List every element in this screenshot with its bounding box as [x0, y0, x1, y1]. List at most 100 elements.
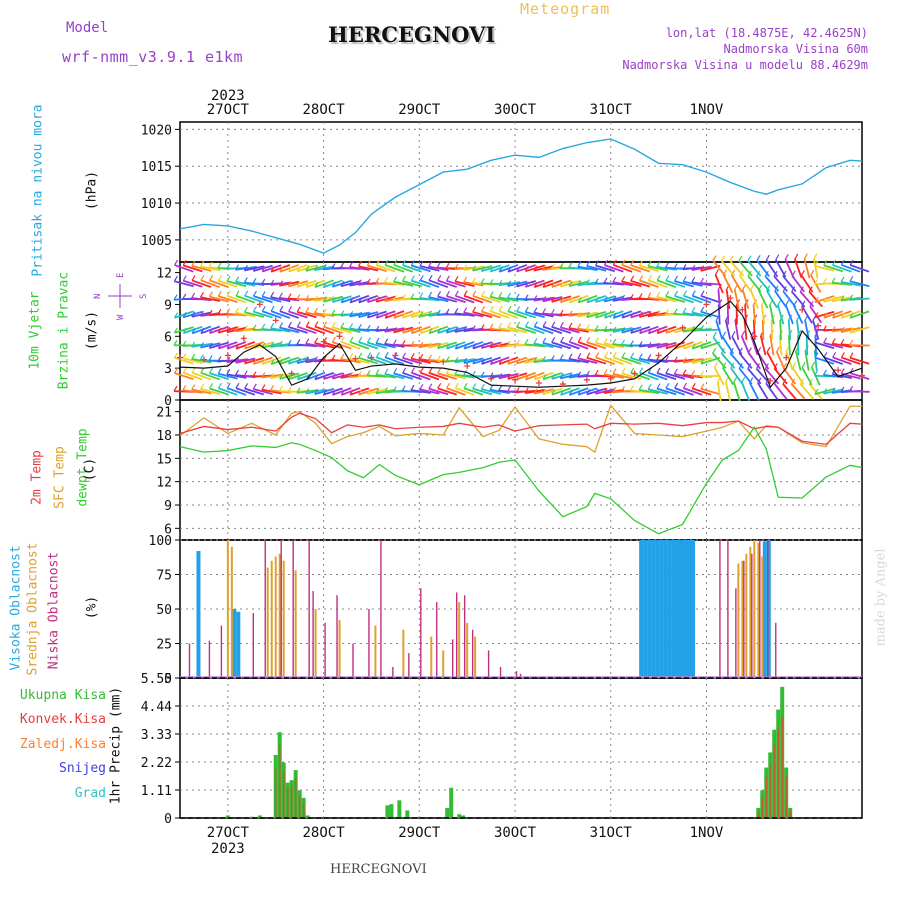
panel-frame-2 — [179, 399, 863, 541]
wind-barb — [437, 325, 458, 334]
wind-barb — [270, 264, 291, 273]
wind-barb-flag — [358, 311, 363, 318]
wind-barb-flag — [366, 337, 371, 343]
wind-barb — [183, 371, 203, 381]
wind-barb-flag — [656, 261, 661, 268]
wind-barb-flag — [463, 357, 468, 364]
wind-barb-flag — [831, 296, 836, 302]
wind-barb-flag — [261, 372, 266, 378]
wind-barb-flag — [722, 269, 728, 276]
wind-barb-flag — [700, 290, 705, 297]
wind-barb — [551, 295, 572, 303]
wind-barb — [639, 371, 659, 381]
date-label-bottom: 28OCT — [303, 825, 346, 841]
wind-barb-flag — [595, 260, 600, 266]
wind-barb — [586, 341, 607, 350]
precip-total-bar — [764, 767, 769, 818]
meteogram-label: Meteogram — [520, 0, 611, 18]
wind-barb — [349, 281, 370, 287]
y-tick-label: 50 — [156, 603, 172, 618]
wind-barb — [814, 264, 835, 272]
wind-barb — [840, 296, 861, 302]
precip-conv-bar — [765, 777, 768, 818]
wind-barb-flag — [691, 343, 696, 349]
wind-barb — [463, 341, 484, 350]
wind-barb-flag — [849, 275, 854, 282]
precip-conv-bar — [286, 787, 289, 818]
wind-barb — [393, 297, 414, 302]
wind-barb-flag — [410, 353, 415, 359]
wind-barb — [586, 295, 607, 304]
wind-barb — [358, 281, 379, 286]
wind-barb — [832, 389, 853, 394]
date-label-bottom: 27OCT — [207, 825, 250, 841]
wind-barb-flag — [419, 260, 424, 267]
wind-barb — [340, 312, 361, 317]
wind-barb — [756, 259, 770, 277]
wind-barb — [665, 341, 686, 350]
compass-w: W — [116, 314, 126, 320]
wind-barb-flag — [849, 352, 854, 359]
wind-barb-flag — [252, 324, 257, 331]
cloud-title-mid: Srednja Oblacnost — [25, 542, 41, 676]
wind-barb-flag — [823, 296, 828, 303]
wind-barb-flag — [217, 368, 222, 374]
wind-barb-flag — [559, 309, 564, 316]
wind-barb — [393, 356, 414, 365]
wind-barb — [775, 351, 786, 371]
wind-barb-flag — [730, 362, 735, 369]
wind-barb — [445, 313, 467, 316]
wind-barb-flag — [550, 308, 555, 315]
wind-barb-flag — [322, 355, 327, 362]
wind-barb — [656, 387, 677, 396]
wind-barb — [279, 296, 300, 302]
wind-barb — [782, 367, 797, 385]
wind-barb-flag — [533, 265, 538, 271]
wind-barb — [182, 310, 203, 319]
wind-barb-flag — [480, 371, 485, 378]
wind-barb-flag — [401, 275, 407, 282]
wind-barb-flag — [714, 269, 720, 275]
wind-barb — [794, 350, 802, 371]
wind-barb-flag — [560, 336, 565, 343]
wind-barb-flag — [849, 327, 854, 334]
wind-barb — [823, 310, 844, 319]
wind-barb — [630, 344, 651, 347]
wind-barb — [766, 351, 778, 370]
wind-barb — [314, 296, 335, 302]
wind-barb — [749, 289, 759, 309]
wind-barb — [507, 280, 528, 287]
wind-barb — [823, 388, 844, 395]
wind-barb — [174, 326, 194, 334]
wind-barb-flag — [612, 295, 617, 302]
t2m-line — [179, 412, 863, 446]
wind-barb — [647, 342, 668, 349]
wind-barb — [621, 326, 642, 334]
wind-barb-flag — [235, 326, 240, 332]
wind-barb-flag — [840, 352, 845, 358]
wind-barb — [595, 295, 615, 303]
wind-barb-flag — [577, 297, 582, 303]
precip-total-bar — [281, 762, 286, 818]
wind-barb-flag — [804, 314, 809, 321]
wind-barb — [446, 279, 466, 288]
wind-barb — [358, 341, 379, 350]
wind-barb-flag — [813, 253, 818, 259]
wind-barb — [419, 279, 440, 288]
wind-barb-flag — [738, 255, 743, 262]
wind-barb — [498, 281, 519, 287]
wind-barb — [410, 389, 431, 394]
wind-barb — [437, 279, 457, 288]
wind-barb-flag — [191, 341, 196, 348]
wind-barb-flag — [402, 312, 407, 318]
wind-barb — [489, 342, 510, 349]
wind-barb-flag — [577, 280, 582, 286]
wind-gust-mark — [272, 317, 279, 324]
wind-barb — [332, 387, 352, 396]
wind-barb-flag — [305, 265, 310, 272]
wind-barb-flag — [791, 270, 796, 277]
wind-barb-flag — [814, 370, 819, 377]
wind-barb-flag — [595, 296, 600, 303]
wind-barb-flag — [305, 321, 310, 327]
wind-barb-flag — [410, 327, 415, 334]
